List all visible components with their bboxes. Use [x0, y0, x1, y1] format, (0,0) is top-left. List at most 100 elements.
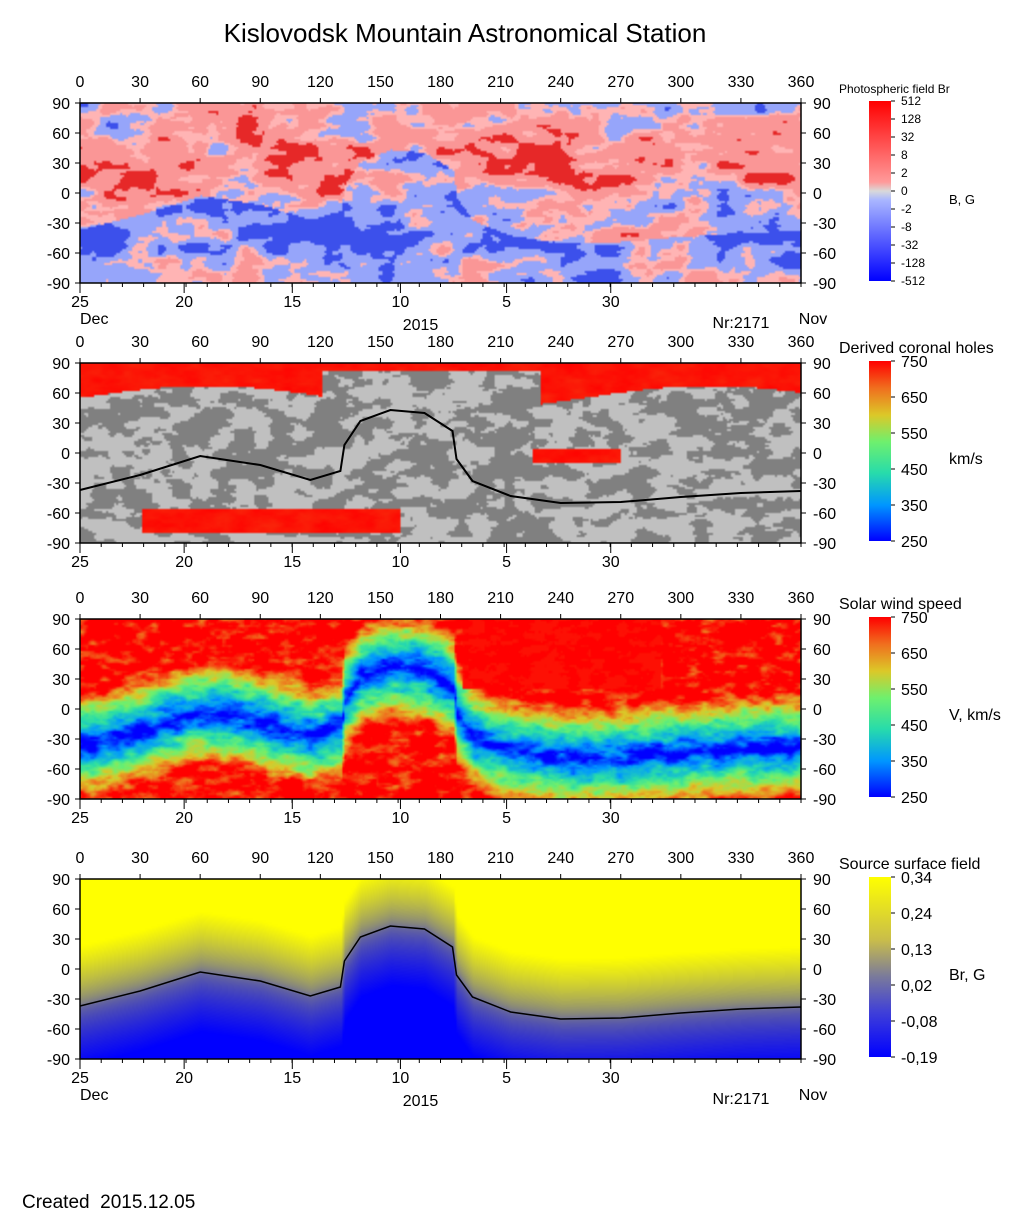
lat-tick-label-left: 0 [61, 446, 70, 463]
lat-tick-label-left: 90 [52, 356, 70, 373]
colorbar-3 [869, 617, 891, 797]
month-right-label: Nov [799, 311, 827, 328]
lon-tick-label: 150 [367, 850, 394, 867]
lat-tick-label-left: 0 [61, 962, 70, 979]
lat-tick-label-right: -90 [813, 276, 836, 293]
colorbar-tick-label: -0,08 [901, 1014, 938, 1031]
colorbar-tick-label: 250 [901, 790, 928, 807]
lat-tick-label-right: -30 [813, 476, 836, 493]
lon-tick-label: 90 [251, 590, 269, 607]
lat-tick-label-right: -30 [813, 732, 836, 749]
lat-tick-label-left: -30 [47, 216, 70, 233]
lat-tick-label-left: 90 [52, 96, 70, 113]
colorbar-tick-label: 350 [901, 498, 928, 515]
lon-tick-label: 270 [607, 850, 634, 867]
lat-tick-label-left: 0 [61, 702, 70, 719]
map-image-2 [80, 363, 801, 543]
date-tick-label: 15 [283, 1070, 301, 1087]
colorbar-tick-label: 32 [901, 130, 915, 144]
colorbar-tick-label: 0,24 [901, 906, 932, 923]
date-tick-label: 10 [392, 810, 410, 827]
lon-tick-label: 210 [487, 850, 514, 867]
lon-tick-label: 0 [76, 74, 85, 91]
lon-tick-label: 240 [547, 590, 574, 607]
colorbar-tick-label: 512 [901, 94, 921, 108]
lon-tick-label: 180 [427, 74, 454, 91]
lon-tick-label: 0 [76, 590, 85, 607]
colorbar-tick-label: 250 [901, 534, 928, 551]
lat-tick-label-left: -60 [47, 506, 70, 523]
created-date: 2015.12.05 [100, 1192, 196, 1213]
lon-tick-label: 60 [191, 334, 209, 351]
panel-title-2: Derived coronal holes [839, 340, 994, 357]
colorbar-tick-label: 128 [901, 112, 921, 126]
lon-tick-label: 120 [307, 590, 334, 607]
date-tick-label: 20 [175, 294, 193, 311]
lon-tick-label: 330 [728, 590, 755, 607]
lat-tick-label-left: -60 [47, 762, 70, 779]
lon-tick-label: 120 [307, 850, 334, 867]
lat-tick-label-right: 0 [813, 446, 822, 463]
lat-tick-label-right: 90 [813, 356, 831, 373]
lat-tick-label-left: 60 [52, 642, 70, 659]
map-image-3 [80, 619, 801, 799]
lon-tick-label: 150 [367, 590, 394, 607]
lon-tick-label: 90 [251, 74, 269, 91]
lon-tick-label: 330 [728, 850, 755, 867]
lon-tick-label: 30 [131, 74, 149, 91]
lon-tick-label: 240 [547, 334, 574, 351]
colorbar-unit-1: B, G [949, 192, 975, 207]
colorbar-tick-label: 750 [901, 610, 928, 627]
lon-tick-label: 180 [427, 850, 454, 867]
date-tick-label: 5 [502, 1070, 511, 1087]
lat-tick-label-left: -90 [47, 536, 70, 553]
lat-tick-label-left: -90 [47, 792, 70, 809]
lon-tick-label: 240 [547, 850, 574, 867]
date-tick-label: 30 [602, 1070, 620, 1087]
lat-tick-label-right: 60 [813, 902, 831, 919]
lon-tick-label: 360 [788, 334, 815, 351]
lat-tick-label-right: 0 [813, 702, 822, 719]
lat-tick-label-right: 30 [813, 416, 831, 433]
month-right-label: Nov [799, 1087, 827, 1104]
colorbar-tick-label: 650 [901, 646, 928, 663]
map-image-4 [80, 879, 801, 1059]
lat-tick-label-right: -90 [813, 792, 836, 809]
colorbar-tick-label: 650 [901, 390, 928, 407]
lat-tick-label-right: 0 [813, 962, 822, 979]
lon-tick-label: 300 [667, 590, 694, 607]
date-tick-label: 25 [71, 294, 89, 311]
date-tick-label: 20 [175, 1070, 193, 1087]
lat-tick-label-right: 60 [813, 642, 831, 659]
lat-tick-label-left: -30 [47, 992, 70, 1009]
lon-tick-label: 330 [728, 74, 755, 91]
lat-tick-label-left: -30 [47, 476, 70, 493]
lon-tick-label: 270 [607, 74, 634, 91]
lat-tick-label-left: 0 [61, 186, 70, 203]
lon-tick-label: 240 [547, 74, 574, 91]
rotation-label: Nr:2171 [713, 315, 770, 332]
created-footer: Created 2015.12.05 [22, 1192, 195, 1214]
lat-tick-label-right: -30 [813, 216, 836, 233]
colorbar-unit-4: Br, G [949, 967, 985, 984]
lon-tick-label: 60 [191, 850, 209, 867]
lon-tick-label: 330 [728, 334, 755, 351]
date-tick-label: 10 [392, 294, 410, 311]
date-tick-label: 25 [71, 810, 89, 827]
colorbar-unit-2: km/s [949, 451, 983, 468]
colorbar-tick-label: 550 [901, 682, 928, 699]
date-tick-label: 10 [392, 1070, 410, 1087]
lat-tick-label-right: 30 [813, 672, 831, 689]
lat-tick-label-right: -90 [813, 536, 836, 553]
rotation-label: Nr:2171 [713, 1091, 770, 1108]
lon-tick-label: 30 [131, 334, 149, 351]
colorbar-4 [869, 877, 891, 1057]
colorbar-tick-label: 0,34 [901, 870, 932, 887]
lat-tick-label-right: 30 [813, 932, 831, 949]
lon-tick-label: 360 [788, 74, 815, 91]
lat-tick-label-right: -90 [813, 1052, 836, 1069]
lat-tick-label-right: 60 [813, 126, 831, 143]
colorbar-tick-label: 750 [901, 354, 928, 371]
lon-tick-label: 150 [367, 74, 394, 91]
lat-tick-label-right: 0 [813, 186, 822, 203]
